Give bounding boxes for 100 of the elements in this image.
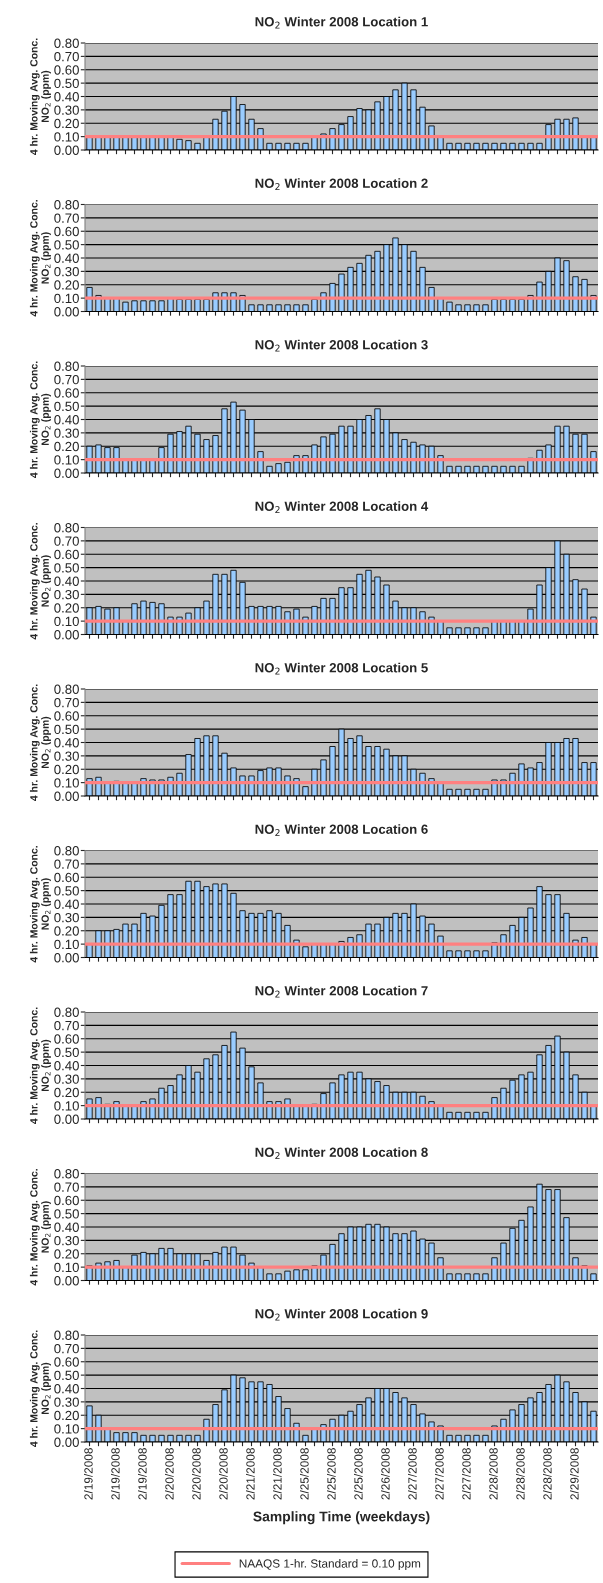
y-axis-title: 4 hr. Moving Avg. Conc. NO$_{2}$ (ppm) xyxy=(29,523,51,640)
y-tick-label: 0.80 xyxy=(54,523,79,533)
x-tick-label: 2/27/2008 xyxy=(435,1448,444,1500)
y-tick-label: 0.70 xyxy=(54,536,79,546)
y-tick-label: 0.70 xyxy=(54,51,79,62)
x-tick-label: 2/20/2008 xyxy=(219,1448,228,1500)
x-tick-label: 2/28/2008 xyxy=(543,1448,552,1500)
y-tick-label: 0.50 xyxy=(54,78,79,89)
y-tick-label: 0.00 xyxy=(54,468,79,478)
y-tick-label: 0.30 xyxy=(54,751,79,761)
y-tick-label: 0.40 xyxy=(54,1384,79,1394)
chart-title: NO$_{2}$ Winter 2008 Location 9 xyxy=(255,1308,428,1321)
y-tick-label: 0.70 xyxy=(54,859,79,869)
y-axis-title: 4 hr. Moving Avg. Conc. NO$_{2}$ (ppm) xyxy=(29,1330,51,1447)
y-axis-title: 4 hr. Moving Avg. Conc. NO$_{2}$ (ppm) xyxy=(29,361,51,478)
x-axis-title: Sampling Time (weekdays) xyxy=(253,1511,430,1525)
y-axis-title: 4 hr. Moving Avg. Conc. NO$_{2}$ (ppm) xyxy=(29,684,51,801)
y-tick-label: 0.40 xyxy=(54,899,79,909)
y-tick-label: 0.00 xyxy=(54,1437,79,1447)
y-tick-label: 0.30 xyxy=(54,105,79,115)
y-tick-label: 0.10 xyxy=(54,455,79,465)
chart-title: NO$_{2}$ Winter 2008 Location 5 xyxy=(255,662,428,675)
y-tick-label: 0.60 xyxy=(54,65,79,75)
y-tick-label: 0.70 xyxy=(54,1020,79,1031)
y-tick-label: 0.10 xyxy=(54,293,79,304)
y-tick-label: 0.00 xyxy=(54,145,79,155)
x-tick-label: 2/20/2008 xyxy=(192,1448,201,1500)
y-tick-label: 0.70 xyxy=(54,213,79,223)
x-tick-label: 2/20/2008 xyxy=(165,1448,174,1500)
y-tick-label: 0.00 xyxy=(54,791,79,801)
y-tick-label: 0.60 xyxy=(54,1195,79,1206)
y-tick-label: 0.10 xyxy=(54,132,79,142)
y-tick-label: 0.40 xyxy=(54,576,79,586)
y-tick-label: 0.10 xyxy=(54,1424,79,1434)
y-tick-label: 0.30 xyxy=(54,1235,79,1246)
y-axis-title: 4 hr. Moving Avg. Conc. NO$_{2}$ (ppm) xyxy=(29,1007,51,1124)
y-tick-label: 0.00 xyxy=(54,1276,79,1286)
y-tick-label: 0.60 xyxy=(54,711,79,721)
y-tick-label: 0.20 xyxy=(54,280,79,290)
y-tick-label: 0.80 xyxy=(54,361,79,371)
y-tick-label: 0.40 xyxy=(54,738,79,748)
y-tick-label: 0.30 xyxy=(54,589,79,600)
legend-label: NAAQS 1-hr. Standard = 0.10 ppm xyxy=(239,1559,421,1571)
y-tick-label: 0.60 xyxy=(54,872,79,883)
y-tick-label: 0.30 xyxy=(54,428,79,438)
y-tick-label: 0.10 xyxy=(54,1262,79,1273)
y-tick-label: 0.80 xyxy=(54,1169,79,1179)
y-tick-label: 0.40 xyxy=(54,1222,79,1232)
y-tick-label: 0.30 xyxy=(54,266,79,277)
chart-title: NO$_{2}$ Winter 2008 Location 1 xyxy=(255,16,428,29)
y-tick-label: 0.20 xyxy=(54,1087,79,1098)
x-tick-label: 2/25/2008 xyxy=(300,1448,309,1500)
y-tick-label: 0.60 xyxy=(54,388,79,398)
y-tick-label: 0.80 xyxy=(54,684,79,694)
x-tick-label: 2/25/2008 xyxy=(354,1448,363,1500)
y-tick-label: 0.60 xyxy=(54,226,79,237)
y-tick-label: 0.60 xyxy=(54,1357,79,1367)
y-tick-label: 0.40 xyxy=(54,253,79,263)
y-tick-label: 0.00 xyxy=(54,630,79,640)
y-tick-label: 0.10 xyxy=(54,1101,79,1111)
y-tick-label: 0.40 xyxy=(54,1061,79,1071)
y-tick-label: 0.20 xyxy=(54,764,79,775)
y-tick-label: 0.60 xyxy=(54,549,79,560)
x-tick-label: 2/28/2008 xyxy=(516,1448,525,1500)
y-tick-label: 0.50 xyxy=(54,1370,79,1381)
y-tick-label: 0.50 xyxy=(54,401,79,412)
y-tick-label: 0.20 xyxy=(54,1410,79,1421)
y-tick-label: 0.50 xyxy=(54,724,79,735)
x-tick-label: 2/27/2008 xyxy=(408,1448,417,1500)
x-tick-label: 2/21/2008 xyxy=(273,1448,282,1500)
y-tick-label: 0.50 xyxy=(54,1047,79,1058)
y-axis-title: 4 hr. Moving Avg. Conc. NO$_{2}$ (ppm) xyxy=(29,1169,51,1286)
x-tick-label: 2/19/2008 xyxy=(138,1448,147,1500)
y-axis-title: 4 hr. Moving Avg. Conc. NO$_{2}$ (ppm) xyxy=(29,38,51,155)
y-tick-label: 0.80 xyxy=(54,200,79,210)
y-tick-label: 0.10 xyxy=(54,939,79,950)
y-tick-label: 0.50 xyxy=(54,240,79,250)
y-tick-label: 0.20 xyxy=(54,926,79,936)
y-tick-label: 0.50 xyxy=(54,1209,79,1219)
y-tick-label: 0.80 xyxy=(54,38,79,48)
x-tick-label: 2/27/2008 xyxy=(462,1448,471,1500)
y-tick-label: 0.80 xyxy=(54,846,79,856)
x-tick-label: 2/25/2008 xyxy=(327,1448,336,1500)
x-tick-label: 2/21/2008 xyxy=(246,1448,255,1500)
y-tick-label: 0.00 xyxy=(54,307,79,317)
y-tick-label: 0.70 xyxy=(54,1182,79,1192)
y-tick-label: 0.30 xyxy=(54,1074,79,1084)
chart-title: NO$_{2}$ Winter 2008 Location 4 xyxy=(255,501,429,513)
x-tick-label: 2/29/2008 xyxy=(570,1448,579,1500)
y-tick-label: 0.50 xyxy=(54,563,79,573)
y-tick-label: 0.70 xyxy=(54,697,79,708)
y-tick-label: 0.10 xyxy=(54,616,79,627)
y-tick-label: 0.40 xyxy=(54,415,79,425)
y-axis-title: 4 hr. Moving Avg. Conc. NO$_{2}$ (ppm) xyxy=(29,200,51,317)
y-tick-label: 0.00 xyxy=(54,953,79,963)
chart-title: NO$_{2}$ Winter 2008 Location 3 xyxy=(255,339,428,352)
y-tick-label: 0.70 xyxy=(54,374,79,385)
chart-title: NO$_{2}$ Winter 2008 Location 2 xyxy=(255,178,428,190)
y-tick-label: 0.20 xyxy=(54,441,79,452)
x-tick-label: 2/19/2008 xyxy=(84,1448,93,1500)
